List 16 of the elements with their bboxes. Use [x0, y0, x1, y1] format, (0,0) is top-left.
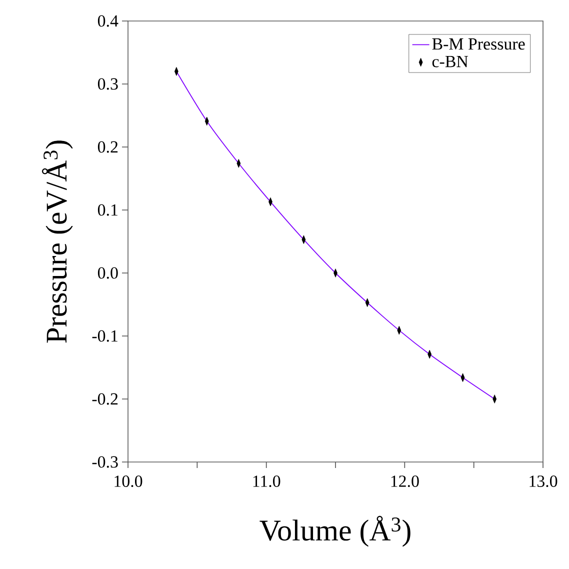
x-axis-title: Volume (Å$^{3}$)	[260, 516, 410, 547]
legend-label: B-M Pressure	[432, 38, 525, 50]
y-tick-label: -0.3	[92, 456, 118, 468]
y-tick-label: 0.0	[98, 267, 118, 279]
y-tick-label: 0.1	[98, 204, 118, 216]
y-tick-label: 0.2	[98, 141, 118, 153]
x-tick-label: 13.0	[530, 476, 558, 488]
y-tick-label: 0.4	[98, 15, 118, 27]
legend-label: c-BN	[432, 56, 468, 68]
y-tick-label: 0.3	[98, 78, 118, 90]
x-tick-label: 11.0	[253, 476, 280, 488]
x-tick-label: 12.0	[391, 476, 419, 488]
y-tick-label: -0.2	[92, 393, 118, 405]
x-tick-label: 10.0	[114, 476, 142, 488]
y-axis-title: Pressure (eV/Å$^{3}$)	[42, 140, 73, 343]
y-tick-label: -0.1	[92, 330, 118, 342]
